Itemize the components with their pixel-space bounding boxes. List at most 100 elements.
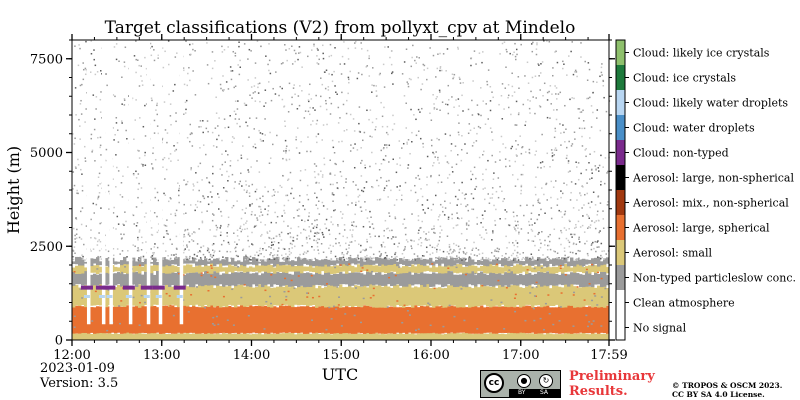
speckle — [270, 274, 273, 276]
scatter-point — [185, 40, 187, 43]
scatter-point — [297, 127, 299, 129]
layer-cell — [432, 272, 436, 287]
scatter-point — [233, 241, 236, 243]
layer-cell — [552, 334, 556, 340]
speckle — [263, 328, 266, 330]
scatter-point — [169, 259, 171, 261]
scatter-point — [254, 143, 256, 145]
scatter-point — [362, 139, 364, 142]
layer-cell — [123, 263, 127, 274]
layer-cell — [384, 305, 388, 334]
scatter-point — [510, 113, 512, 116]
scatter-point — [479, 234, 481, 236]
scatter-point — [453, 242, 455, 245]
layer-cell — [426, 273, 430, 285]
scatter-point — [463, 194, 466, 196]
scatter-point — [144, 151, 146, 154]
scatter-point — [489, 100, 492, 102]
scatter-point — [282, 150, 285, 152]
scatter-point — [151, 99, 153, 102]
scatter-point — [95, 259, 98, 261]
scatter-point — [552, 109, 555, 111]
scatter-point — [357, 196, 360, 198]
scatter-point — [494, 224, 497, 226]
scatter-point — [432, 93, 434, 96]
scatter-point — [211, 244, 214, 246]
scatter-point — [115, 58, 118, 61]
speckle — [503, 328, 506, 330]
layer-cell — [594, 257, 598, 264]
scatter-point — [188, 249, 190, 251]
layer-cell — [417, 257, 421, 264]
scatter-point — [474, 188, 476, 190]
layer-cell — [570, 257, 574, 267]
scatter-point — [465, 193, 467, 195]
layer-cell — [240, 305, 244, 333]
scatter-point — [430, 139, 433, 141]
scatter-point — [587, 62, 590, 64]
scatter-point — [176, 52, 178, 54]
scatter-point — [195, 172, 197, 174]
scatter-point — [184, 101, 187, 104]
layer-cell — [276, 263, 280, 272]
scatter-point — [594, 240, 596, 243]
scatter-point — [368, 220, 371, 223]
scatter-point — [500, 95, 503, 97]
scatter-point — [551, 93, 553, 95]
layer-cell — [417, 307, 421, 334]
scatter-point — [416, 255, 419, 257]
scatter-point — [383, 235, 385, 237]
scatter-point — [121, 196, 124, 198]
scatter-point — [582, 109, 584, 112]
speckle — [325, 328, 328, 331]
speckle — [354, 287, 357, 289]
scatter-point — [516, 155, 518, 157]
scatter-point — [514, 185, 517, 187]
layer-cell — [420, 284, 424, 306]
scatter-point — [288, 259, 290, 261]
scatter-point — [106, 84, 108, 87]
scatter-point — [135, 71, 137, 74]
scatter-point — [234, 100, 237, 102]
layer-cell — [219, 286, 223, 308]
layer-cell — [465, 284, 469, 305]
layer-cell — [552, 284, 556, 307]
scatter-point — [563, 63, 565, 65]
layer-cell — [504, 258, 508, 266]
layer-cell — [573, 286, 577, 308]
scatter-point — [265, 55, 267, 57]
scatter-point — [277, 247, 280, 249]
sa-icon: ↻ — [539, 374, 553, 388]
speckle — [524, 319, 527, 322]
scatter-point — [327, 89, 330, 91]
layer-cell — [549, 333, 553, 340]
layer-cell — [75, 265, 79, 274]
layer-cell — [330, 283, 334, 308]
speckle — [334, 266, 337, 269]
scatter-point — [329, 183, 332, 186]
scatter-point — [303, 251, 306, 253]
scatter-point — [595, 167, 597, 170]
layer-cell — [327, 306, 331, 333]
scatter-point — [105, 148, 108, 151]
scatter-point — [595, 169, 597, 171]
scatter-point — [215, 112, 218, 114]
layer-cell — [453, 285, 457, 306]
layer-cell — [549, 307, 553, 333]
scatter-point — [227, 46, 229, 48]
scatter-point — [409, 152, 411, 155]
layer-cell — [198, 259, 202, 266]
speckle — [585, 314, 588, 317]
layer-cell — [582, 266, 586, 274]
speckle — [552, 323, 555, 326]
scatter-point — [221, 51, 224, 53]
scatter-point — [144, 164, 147, 167]
scatter-point — [324, 99, 327, 102]
layer-cell — [462, 271, 466, 287]
scatter-point — [285, 256, 287, 259]
layer-cell — [327, 270, 331, 286]
layer-cell — [423, 332, 427, 340]
scatter-point — [234, 118, 237, 120]
layer-cell — [99, 306, 103, 333]
layer-cell — [558, 334, 562, 340]
